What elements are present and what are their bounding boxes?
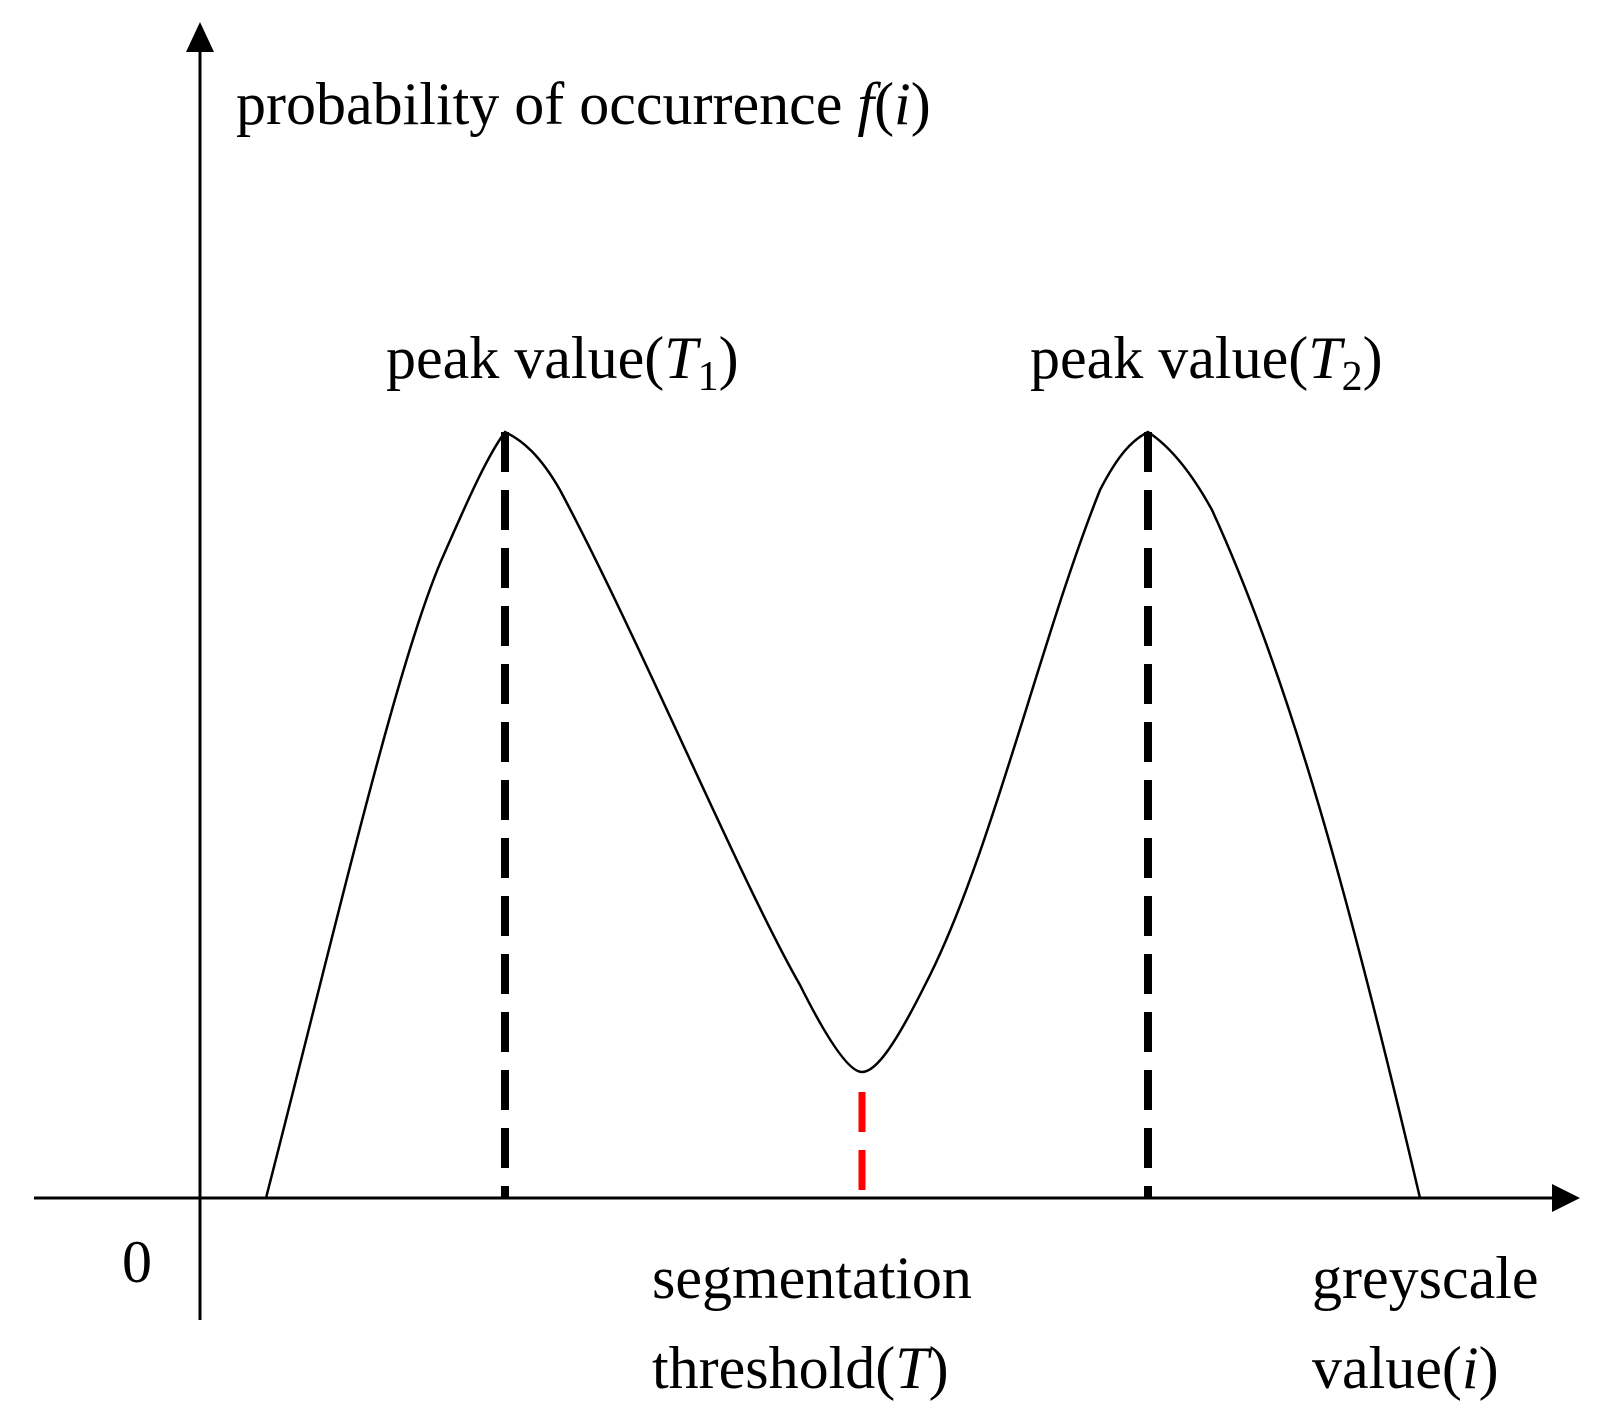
peak1-label: peak value(T1) (386, 325, 739, 400)
threshold-label-line2: threshold(T) (652, 1335, 949, 1401)
x-axis-label-line2: value(i) (1312, 1335, 1499, 1401)
threshold-label-var: T (895, 1335, 932, 1401)
y-axis-label-text: probability of occurrence (236, 71, 857, 137)
y-axis-arrowhead (186, 22, 214, 52)
peak2-label-sub: 2 (1342, 354, 1363, 400)
peak1-label-var: T (664, 325, 701, 391)
peak2-label: peak value(T2) (1030, 325, 1383, 400)
x-axis-label-text: value( (1312, 1335, 1462, 1401)
x-axis-label-line1: greyscale (1312, 1245, 1539, 1311)
threshold-label-close: ) (929, 1335, 949, 1401)
distribution-curve (264, 430, 1422, 1199)
x-axis-label-var: i (1462, 1335, 1479, 1401)
y-axis-label-var: i (894, 71, 911, 137)
peak1-label-sub: 1 (698, 354, 719, 400)
y-axis-label: probability of occurrence f(i) (236, 71, 931, 137)
peak2-label-text: peak value( (1030, 325, 1308, 391)
x-axis-arrowhead (1552, 1184, 1580, 1212)
y-axis-label-close: ) (911, 71, 931, 137)
x-axis-label-close: ) (1479, 1335, 1499, 1401)
origin-label: 0 (122, 1229, 152, 1295)
peak1-label-text: peak value( (386, 325, 664, 391)
peak1-label-close: ) (719, 325, 739, 391)
threshold-label-text: threshold( (652, 1335, 895, 1401)
threshold-label-line1: segmentation (652, 1245, 972, 1311)
y-axis-label-open: ( (874, 71, 894, 137)
peak2-label-close: ) (1363, 325, 1383, 391)
peak2-label-var: T (1308, 325, 1345, 391)
